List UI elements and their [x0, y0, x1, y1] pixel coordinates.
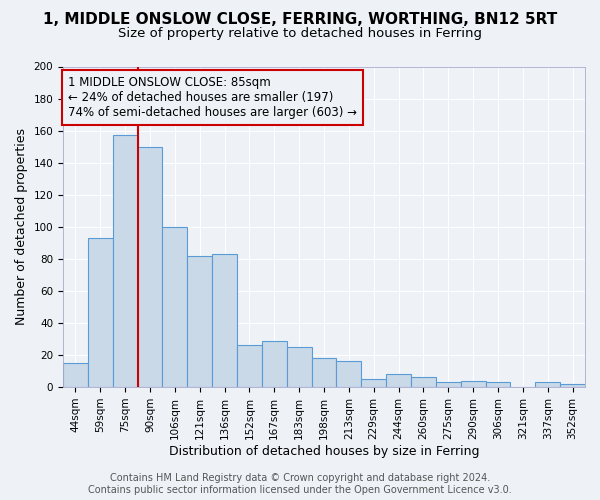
Y-axis label: Number of detached properties: Number of detached properties: [15, 128, 28, 326]
Bar: [287, 347, 311, 387]
Bar: [187, 256, 212, 387]
Bar: [361, 379, 386, 387]
Bar: [560, 384, 585, 387]
Bar: [386, 374, 411, 387]
Text: 1, MIDDLE ONSLOW CLOSE, FERRING, WORTHING, BN12 5RT: 1, MIDDLE ONSLOW CLOSE, FERRING, WORTHIN…: [43, 12, 557, 28]
Text: Contains HM Land Registry data © Crown copyright and database right 2024.
Contai: Contains HM Land Registry data © Crown c…: [88, 474, 512, 495]
Bar: [163, 227, 187, 387]
Bar: [485, 382, 511, 387]
Bar: [137, 146, 163, 387]
Bar: [461, 380, 485, 387]
Bar: [63, 363, 88, 387]
Bar: [535, 382, 560, 387]
Bar: [311, 358, 337, 387]
Bar: [262, 340, 287, 387]
Text: 1 MIDDLE ONSLOW CLOSE: 85sqm
← 24% of detached houses are smaller (197)
74% of s: 1 MIDDLE ONSLOW CLOSE: 85sqm ← 24% of de…: [68, 76, 357, 119]
Bar: [337, 362, 361, 387]
Bar: [212, 254, 237, 387]
Bar: [113, 136, 137, 387]
Bar: [411, 378, 436, 387]
Text: Size of property relative to detached houses in Ferring: Size of property relative to detached ho…: [118, 28, 482, 40]
X-axis label: Distribution of detached houses by size in Ferring: Distribution of detached houses by size …: [169, 444, 479, 458]
Bar: [237, 346, 262, 387]
Bar: [436, 382, 461, 387]
Bar: [88, 238, 113, 387]
